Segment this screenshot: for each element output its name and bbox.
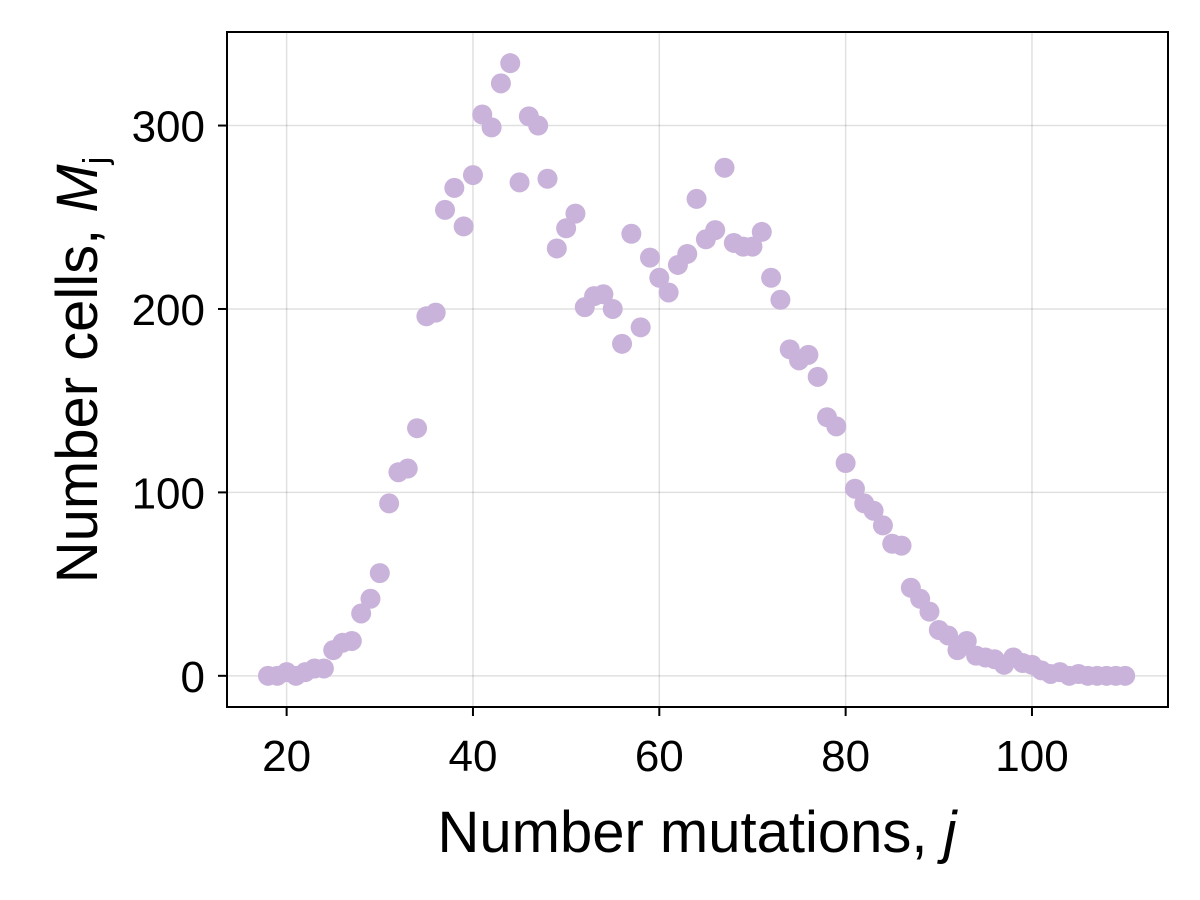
data-point (770, 289, 791, 310)
data-point (425, 302, 446, 323)
data-point (621, 223, 642, 244)
data-point (761, 267, 782, 288)
data-point (938, 625, 959, 646)
y-tick-label: 300 (132, 103, 205, 152)
data-point (639, 247, 660, 268)
data-point (807, 366, 828, 387)
y-tick-label: 100 (132, 469, 205, 518)
data-point (556, 218, 577, 239)
data-point (528, 115, 549, 136)
grid (227, 32, 1168, 707)
y-tick-label: 0 (181, 653, 205, 702)
data-point (341, 630, 362, 651)
data-point (658, 282, 679, 303)
x-tick-label: 20 (262, 732, 311, 781)
data-point (313, 658, 334, 679)
data-point (593, 284, 614, 305)
data-point (537, 168, 558, 189)
data-point (844, 478, 865, 499)
data-point (462, 165, 483, 186)
data-point (565, 203, 586, 224)
data-point (630, 317, 651, 338)
data-point (444, 177, 465, 198)
y-tick-label: 200 (132, 286, 205, 335)
data-point (863, 500, 884, 521)
data-point (602, 298, 623, 319)
data-point (369, 563, 390, 584)
axis-ticks: 20 40 60 80 100 0 100 200 300 (132, 103, 1069, 781)
data-point (677, 243, 698, 264)
data-point (453, 216, 474, 237)
data-point (705, 220, 726, 241)
x-tick-label: 40 (448, 732, 497, 781)
plot-area-frame (226, 31, 1169, 708)
x-axis-title: Number mutations, j (438, 800, 959, 865)
data-point (546, 238, 567, 259)
x-tick-label: 100 (995, 732, 1068, 781)
data-point (714, 157, 735, 178)
data-point (751, 221, 772, 242)
data-point (379, 493, 400, 514)
data-point (835, 453, 856, 474)
data-point (490, 73, 511, 94)
data-point (360, 588, 381, 609)
data-point (919, 601, 940, 622)
data-point (509, 172, 530, 193)
x-tick-label: 80 (821, 732, 870, 781)
data-point (397, 458, 418, 479)
data-point (686, 188, 707, 209)
data-point (1115, 665, 1136, 686)
data-point (649, 267, 670, 288)
y-axis-title: Number cells, Mj (45, 157, 115, 584)
data-point (435, 199, 456, 220)
data-point (742, 236, 763, 257)
data-point (500, 53, 521, 74)
data-point (956, 630, 977, 651)
data-points (257, 53, 1136, 686)
x-tick-label: 60 (635, 732, 684, 781)
data-point (826, 416, 847, 437)
data-point (612, 333, 633, 354)
data-point (891, 535, 912, 556)
data-point (872, 515, 893, 536)
data-point (798, 344, 819, 365)
data-point (351, 603, 372, 624)
data-point (407, 418, 428, 439)
data-point (481, 117, 502, 138)
